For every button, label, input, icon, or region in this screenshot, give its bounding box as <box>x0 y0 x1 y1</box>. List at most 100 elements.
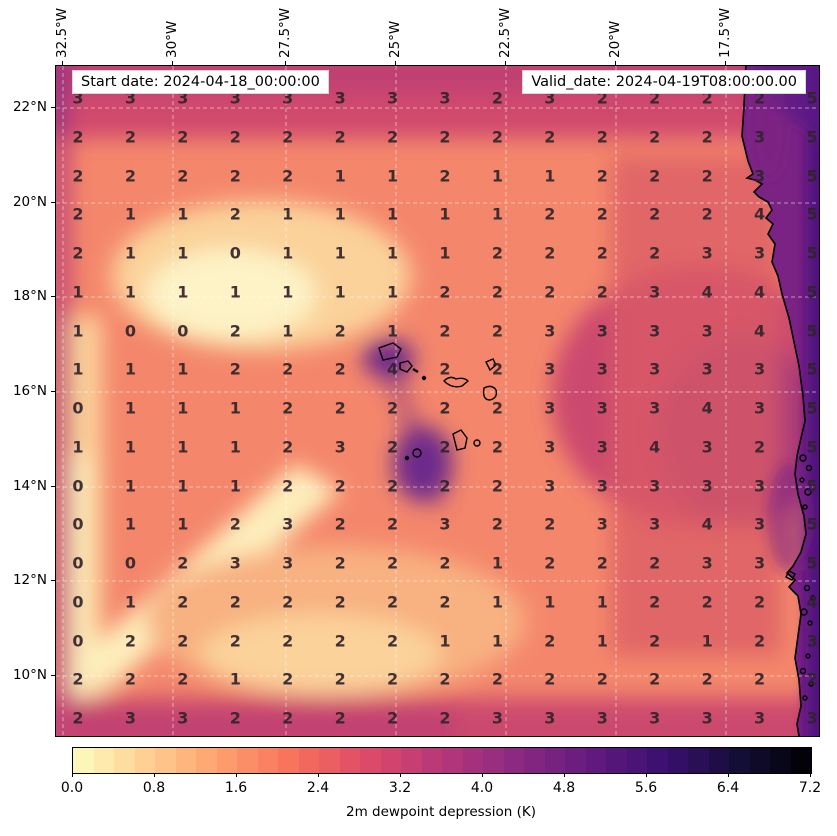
colorbar-segment <box>421 748 442 773</box>
grid-value: 2 <box>282 708 294 728</box>
grid-value: 3 <box>649 321 661 340</box>
grid-value: 1 <box>282 243 294 263</box>
grid-value: 2 <box>387 437 399 457</box>
grid-value: 3 <box>124 88 136 108</box>
colorbar-segment <box>298 748 319 773</box>
colorbar-segment <box>462 748 483 773</box>
grid-value: 1 <box>124 359 136 379</box>
colorbar-tick-label: 4.0 <box>470 780 494 796</box>
grid-value: 1 <box>334 204 346 224</box>
colorbar-segment <box>770 748 791 773</box>
grid-value: 2 <box>387 398 399 418</box>
grid-value: 3 <box>596 321 608 340</box>
grid-value: 3 <box>701 321 713 340</box>
grid-value: 2 <box>491 359 504 379</box>
grid-value: 3 <box>754 553 766 573</box>
colorbar-tick-mark <box>810 773 811 777</box>
grid-value: 3 <box>701 476 713 495</box>
grid-value: 1 <box>124 204 136 224</box>
colorbar-segment <box>442 748 463 773</box>
colorbar-tick-mark <box>236 773 237 777</box>
grid-value: 1 <box>177 282 189 302</box>
grid-value: 1 <box>124 592 136 612</box>
grid-value: 3 <box>491 708 504 728</box>
colorbar-segment <box>667 748 688 773</box>
grid-value: 1 <box>229 282 241 302</box>
grid-value: 5 <box>806 88 818 108</box>
grid-value: 0 <box>72 476 84 495</box>
grid-value: 2 <box>754 669 766 689</box>
grid-value: 1 <box>177 514 189 534</box>
grid-value: 2 <box>72 708 84 728</box>
grid-value: 0 <box>124 553 136 573</box>
grid-value: 2 <box>387 553 399 573</box>
lat-tick-label: 14°N <box>12 478 47 494</box>
grid-value: 2 <box>334 553 346 573</box>
grid-value: 4 <box>754 282 766 302</box>
colorbar-segment <box>626 748 647 773</box>
colorbar-segment <box>175 748 196 773</box>
grid-value: 1 <box>229 669 241 689</box>
grid-value: 2 <box>544 243 556 263</box>
grid-value: 2 <box>596 204 608 224</box>
grid-value: 2 <box>596 127 608 147</box>
grid-value: 1 <box>544 166 556 185</box>
grid-value: 0 <box>72 631 84 650</box>
map-plot-area: 3 3 3 3 3 3 3 3 2 3 2 2 2 2 5 2 2 2 2 2 2 2 2 2 2 2 2 2 3 5 2 2 2 2 2 1 1 2 1 1… <box>55 65 820 737</box>
lat-tick-mark <box>51 202 55 203</box>
grid-value: 2 <box>491 398 504 418</box>
grid-value: 2 <box>282 359 294 379</box>
grid-value: 2 <box>282 166 294 185</box>
grid-value: 4 <box>387 359 399 379</box>
colorbar-tick-label: 0.8 <box>142 780 166 796</box>
lat-tick-mark <box>51 580 55 581</box>
grid-value: 2 <box>701 166 713 185</box>
grid-value: 2 <box>177 166 189 185</box>
colorbar-tick-mark <box>728 773 729 777</box>
grid-value: 2 <box>491 127 504 147</box>
grid-value: 2 <box>491 437 504 457</box>
grid-value: 2 <box>334 359 346 379</box>
grid-value: 2 <box>544 127 556 147</box>
colorbar-segment <box>257 748 278 773</box>
lat-tick-label: 18°N <box>12 288 47 304</box>
grid-value: 2 <box>544 514 556 534</box>
colorbar-tick-label: 2.4 <box>306 780 330 796</box>
colorbar-segment <box>483 748 504 773</box>
grid-value: 1 <box>177 398 189 418</box>
grid-value: 3 <box>649 514 661 534</box>
grid-value: 2 <box>282 669 294 689</box>
grid-value: 2 <box>701 127 713 147</box>
colorbar-tick-label: 4.8 <box>552 780 576 796</box>
colorbar-tick-label: 0.0 <box>60 780 84 796</box>
grid-value: 4 <box>701 282 713 302</box>
lon-tick-mark <box>62 61 63 65</box>
colorbar-tick-label: 7.2 <box>798 780 822 796</box>
grid-value: 3 <box>701 708 713 728</box>
grid-value: 2 <box>229 359 241 379</box>
grid-value: 1 <box>177 359 189 379</box>
grid-value: 5 <box>806 476 818 495</box>
start-date-label: Start date: 2024-04-18_00:00:00 <box>72 70 329 94</box>
grid-value: 5 <box>806 282 818 302</box>
lat-tick-label: 16°N <box>12 383 47 399</box>
colorbar-tick-mark <box>482 773 483 777</box>
grid-value: 1 <box>177 243 189 263</box>
grid-value: 2 <box>124 631 136 650</box>
colorbar-segment <box>196 748 217 773</box>
lat-tick-mark <box>51 107 55 108</box>
grid-value: 3 <box>806 708 818 728</box>
lon-tick-mark <box>395 61 396 65</box>
grid-value: 3 <box>701 437 713 457</box>
grid-value: 0 <box>72 514 84 534</box>
lon-tick-mark <box>172 61 173 65</box>
grid-value: 3 <box>754 476 766 495</box>
colorbar-segment <box>339 748 360 773</box>
grid-value: 3 <box>177 708 189 728</box>
grid-value: 1 <box>439 631 451 650</box>
grid-value: 2 <box>439 437 451 457</box>
grid-value: 3 <box>544 359 556 379</box>
grid-value: 2 <box>229 708 241 728</box>
grid-value: 3 <box>544 437 556 457</box>
colorbar-segment <box>401 748 422 773</box>
